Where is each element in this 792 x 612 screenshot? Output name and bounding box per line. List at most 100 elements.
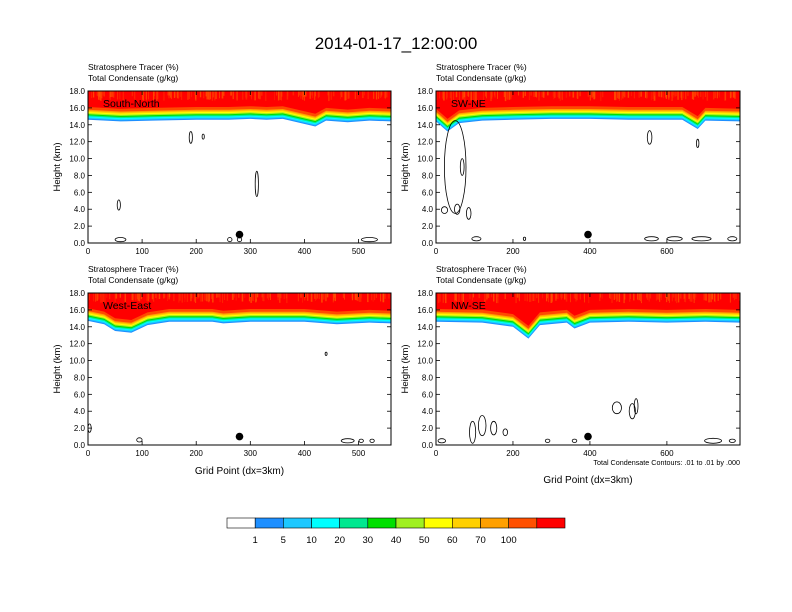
tracer-streak <box>106 293 108 298</box>
tracer-streak <box>194 91 196 96</box>
tracer-streak <box>177 91 180 98</box>
x-axis-label: Grid Point (dx=3km) <box>543 475 632 486</box>
condensate-contour <box>324 351 328 356</box>
tracer-streak <box>487 293 489 298</box>
tracer-streak <box>657 293 659 300</box>
x-tick-label: 0 <box>434 449 439 458</box>
tracer-streak <box>281 91 282 101</box>
condensate-contour <box>340 438 355 444</box>
tracer-streak <box>380 293 382 302</box>
tracer-streak <box>204 293 206 301</box>
tracer-streak <box>510 91 512 100</box>
panel-west-east: West-East Stratosphere Tracer (%)Total Co… <box>52 264 392 477</box>
tracer-streak <box>119 91 121 100</box>
tracer-streak <box>637 293 638 300</box>
x-tick-label: 0 <box>86 247 91 256</box>
tracer-streak <box>375 293 377 298</box>
tracer-streak <box>554 91 555 98</box>
tracer-streak <box>356 293 358 301</box>
tracer-streak <box>168 293 171 298</box>
tracer-streak <box>687 91 689 96</box>
tracer-streak <box>280 293 282 299</box>
tracer-streak <box>384 91 386 99</box>
tracer-streak <box>189 91 190 97</box>
tracer-streak <box>541 91 543 98</box>
y-tick-label: 2.0 <box>74 424 86 433</box>
panel-label: West-East <box>103 300 151 312</box>
tracer-streak <box>551 293 553 302</box>
tracer-streak <box>718 91 720 96</box>
tracer-streak <box>576 293 578 301</box>
tracer-streak <box>297 293 299 302</box>
tracer-streak <box>255 293 257 299</box>
tracer-streak <box>468 91 470 97</box>
tracer-streak <box>251 293 253 301</box>
tracer-streak <box>685 91 687 100</box>
tracer-streak <box>207 91 209 100</box>
tracer-streak <box>333 293 336 298</box>
tracer-streak <box>593 91 595 99</box>
y-axis-label: Height (km) <box>400 142 411 191</box>
tracer-streak <box>241 293 244 302</box>
tracer-streak <box>519 293 520 302</box>
condensate-contour <box>201 133 205 140</box>
tracer-streak <box>675 91 677 96</box>
y-tick-label: 18.0 <box>417 289 433 298</box>
tracer-streak <box>181 293 183 303</box>
tracer-streak <box>714 91 716 98</box>
tracer-streak <box>691 293 693 302</box>
tracer-streak <box>616 91 618 99</box>
tracer-streak <box>729 293 731 303</box>
tracer-streak <box>157 91 159 100</box>
colorbar-box <box>451 517 481 529</box>
tracer-streak <box>548 293 549 303</box>
tracer-streak <box>96 293 98 301</box>
tracer-streak <box>559 91 561 101</box>
tracer-streak <box>323 293 325 300</box>
tracer-streak <box>344 293 345 300</box>
colorbar-box <box>480 517 510 529</box>
tracer-streak <box>219 91 220 99</box>
tracer-streak <box>101 91 104 96</box>
panel-label: NW-SE <box>451 300 486 312</box>
tracer-streak <box>700 91 702 97</box>
x-tick-label: 200 <box>506 449 520 458</box>
tracer-streak <box>218 293 220 298</box>
tracer-streak <box>515 293 517 304</box>
tracer-streak <box>327 91 329 96</box>
tracer-streak <box>711 293 713 300</box>
tracer-streak <box>384 293 386 299</box>
x-tick-label: 300 <box>244 247 258 256</box>
tracer-streak <box>497 293 499 298</box>
tracer-streak <box>191 293 193 299</box>
tracer-streak <box>715 293 716 303</box>
tracer-streak <box>261 91 263 96</box>
tracer-streak <box>633 91 635 99</box>
tracer-streak <box>490 91 492 102</box>
y-tick-label: 0.0 <box>74 239 86 248</box>
x-tick-label: 200 <box>506 247 520 256</box>
tracer-streak <box>533 91 534 97</box>
tracer-streak <box>442 91 444 99</box>
tracer-streak <box>546 293 548 299</box>
tracer-streak <box>109 293 111 300</box>
tracer-streak <box>332 91 335 97</box>
tracer-streak <box>232 293 234 300</box>
colorbar-label: 50 <box>419 535 430 546</box>
header-line-condensate: Total Condensate (g/kg) <box>88 73 178 83</box>
tracer-streak <box>550 293 552 303</box>
colorbar-box <box>536 517 566 529</box>
tracer-streak <box>88 293 90 301</box>
colorbar-label: 100 <box>501 535 517 546</box>
tracer-streak <box>452 91 455 100</box>
tracer-streak <box>572 91 575 98</box>
tracer-streak <box>491 91 493 99</box>
tracer-streak <box>139 293 141 302</box>
colorbar-label: 40 <box>391 535 402 546</box>
tracer-streak <box>553 91 555 100</box>
tracer-streak <box>318 293 320 300</box>
x-tick-label: 400 <box>298 449 312 458</box>
plot-frame <box>87 292 392 446</box>
tracer-streak <box>550 293 552 303</box>
tracer-streak <box>367 293 369 303</box>
